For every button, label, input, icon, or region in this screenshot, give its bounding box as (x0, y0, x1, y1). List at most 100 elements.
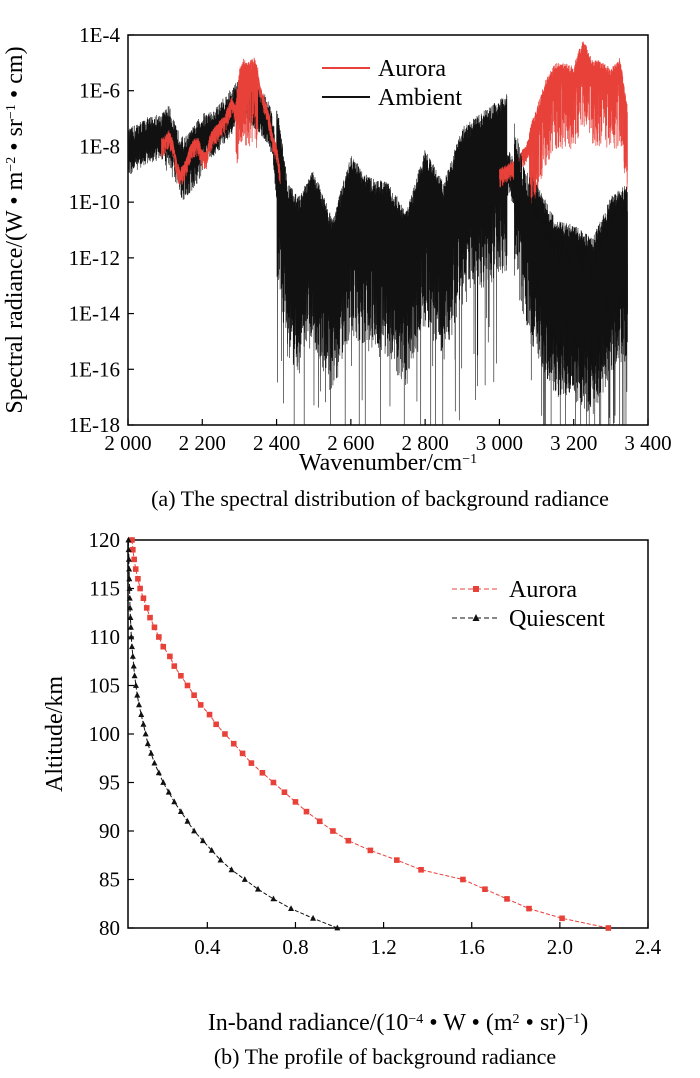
point-aurora (143, 605, 150, 611)
point-aurora (303, 808, 310, 815)
legend-marker-quiescent (472, 614, 480, 621)
point-quiescent (144, 740, 151, 747)
point-quiescent (155, 769, 162, 776)
point-quiescent (184, 817, 191, 824)
x-axis-label-b: In-band radiance/(10−4 • W • (m2 • sr)−1… (208, 1010, 588, 1036)
x-tick-label-b: 2.0 (547, 935, 573, 959)
point-aurora (460, 876, 466, 883)
point-aurora (316, 818, 323, 825)
point-quiescent (127, 623, 134, 630)
point-aurora (151, 624, 158, 631)
point-quiescent (131, 672, 138, 679)
point-aurora (147, 614, 153, 621)
point-quiescent (126, 594, 133, 601)
point-quiescent (129, 653, 136, 659)
legend-label-aurora: Aurora (378, 56, 446, 82)
point-aurora (292, 799, 299, 805)
point-aurora (239, 750, 246, 757)
point-aurora (184, 682, 191, 689)
point-quiescent (199, 837, 206, 844)
point-quiescent (132, 682, 139, 688)
point-aurora (132, 566, 139, 572)
point-quiescent (165, 788, 172, 795)
point-aurora (197, 702, 204, 708)
point-aurora (160, 643, 167, 650)
y-axis-label-b: Altitude/km (42, 676, 68, 792)
point-aurora (156, 634, 162, 640)
x-tick-label-a: 2 400 (253, 431, 300, 455)
background-radiance-profile-chart: 0.4 0.8 1.2 1.6 2.0 2.4 80 85 90 95 100 105 110 115 12… (42, 528, 662, 1069)
point-quiescent (127, 614, 134, 620)
x-tick-label-b: 0.4 (194, 935, 221, 959)
point-aurora (131, 556, 137, 563)
legend-marker-aurora (473, 586, 479, 592)
point-aurora (345, 837, 352, 844)
y-tick-label-a: 1E-10 (69, 190, 120, 214)
y-tick-label-a: 1E-4 (79, 23, 120, 47)
point-quiescent (128, 633, 135, 640)
point-quiescent (228, 866, 235, 873)
y-tick-label-b: 110 (89, 625, 120, 649)
legend-label-aurora: Aurora (509, 577, 577, 603)
point-quiescent (334, 924, 341, 931)
y-axis-label-a: Spectral radiance/(W • m−2 • sr−1 • cm) (2, 46, 28, 413)
point-quiescent (255, 885, 261, 892)
point-quiescent (126, 575, 133, 582)
legend-label-ambient: Ambient (378, 85, 462, 111)
point-quiescent (126, 565, 133, 572)
x-tick-label-a: 2 600 (327, 431, 374, 455)
point-quiescent (125, 546, 132, 553)
point-aurora (367, 847, 374, 854)
y-tick-label-a: 1E-12 (69, 246, 120, 270)
y-tick-label-a: 1E-18 (69, 413, 120, 437)
point-quiescent (288, 905, 295, 911)
y-tick-label-b: 85 (99, 868, 120, 892)
y-tick-label-b: 105 (89, 674, 121, 698)
series-line-ambient-overlay (513, 123, 628, 407)
point-quiescent (138, 711, 145, 717)
point-quiescent (160, 779, 167, 785)
y-tick-label-a: 1E-14 (69, 302, 121, 326)
y-tick-label-b: 120 (89, 528, 121, 552)
point-quiescent (134, 691, 141, 698)
point-quiescent (177, 808, 184, 814)
point-quiescent (128, 643, 135, 650)
point-quiescent (148, 750, 155, 756)
point-aurora (129, 537, 135, 543)
x-axis-label-a: Wavenumber/cm−1 (299, 450, 477, 476)
x-tick-label-b: 0.8 (282, 935, 308, 959)
point-aurora (330, 828, 336, 834)
point-quiescent (270, 895, 277, 902)
point-quiescent (142, 730, 149, 737)
y-tick-label-a: 1E-8 (79, 134, 120, 158)
point-quiescent (171, 798, 178, 805)
y-tick-label-b: 100 (89, 722, 121, 746)
point-aurora (137, 585, 143, 592)
point-quiescent (136, 701, 143, 708)
point-quiescent (151, 759, 158, 766)
point-quiescent (208, 847, 215, 853)
point-aurora (394, 857, 400, 863)
point-quiescent (140, 720, 147, 727)
point-quiescent (125, 536, 132, 543)
point-aurora (135, 576, 141, 582)
point-aurora (418, 867, 424, 873)
point-quiescent (217, 856, 224, 863)
x-tick-label-b: 2.4 (635, 935, 662, 959)
point-aurora (206, 711, 213, 718)
point-aurora (171, 663, 178, 669)
point-quiescent (126, 585, 133, 591)
point-aurora (248, 760, 255, 766)
y-tick-label-b: 80 (99, 916, 120, 940)
x-tick-label-a: 2 800 (402, 431, 449, 455)
x-tick-label-b: 1.6 (459, 935, 485, 959)
x-tick-label-b: 1.2 (370, 935, 396, 959)
point-aurora (222, 731, 228, 737)
y-tick-label-a: 1E-6 (79, 79, 120, 103)
point-aurora (605, 925, 612, 931)
plot-frame-a (127, 34, 649, 426)
point-aurora (167, 653, 173, 660)
point-aurora (526, 905, 532, 912)
point-aurora (140, 595, 147, 601)
